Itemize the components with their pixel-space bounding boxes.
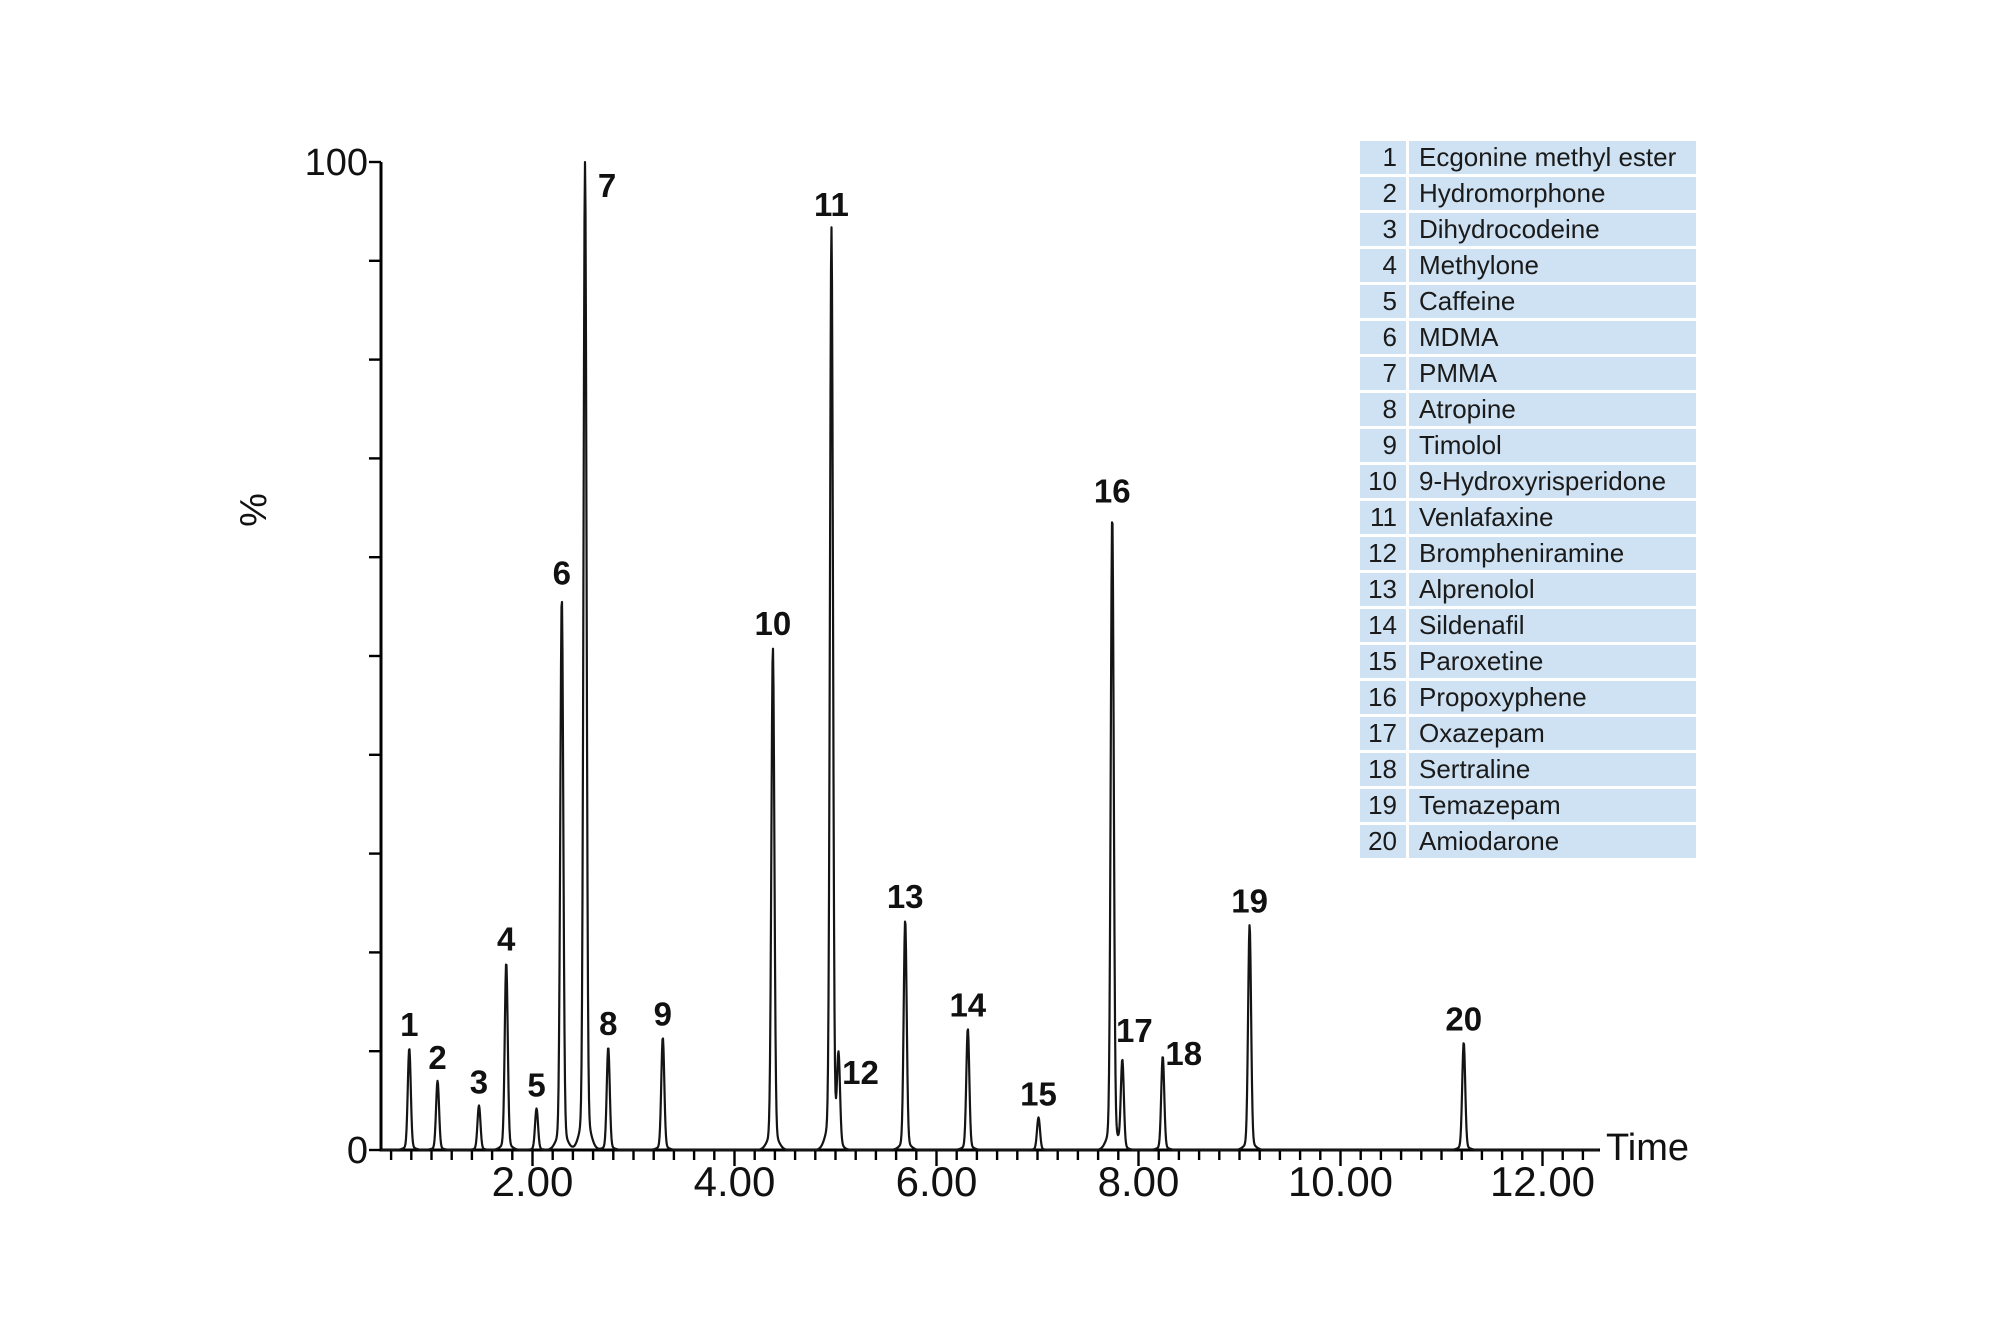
y-tick-label-100: 100	[305, 142, 368, 184]
legend-row: 6 MDMA	[1360, 321, 1696, 354]
legend-row: 20 Amiodarone	[1360, 825, 1696, 858]
legend-row-number: 11	[1360, 501, 1406, 534]
peak-label-4: 4	[497, 920, 516, 957]
legend-row: 12 Brompheniramine	[1360, 537, 1696, 570]
legend-row: 8 Atropine	[1360, 393, 1696, 426]
legend-row-number: 5	[1360, 285, 1406, 318]
peak-label-20: 20	[1445, 1000, 1482, 1037]
legend-row-compound-name: Timolol	[1409, 429, 1696, 462]
legend-row-compound-name: Dihydrocodeine	[1409, 213, 1696, 246]
x-tick-label: 4.00	[694, 1158, 776, 1205]
legend-row-number: 2	[1360, 177, 1406, 210]
legend-row-compound-name: PMMA	[1409, 357, 1696, 390]
y-axis	[369, 160, 383, 1152]
legend-row-number: 4	[1360, 249, 1406, 282]
chromatogram-trace	[380, 161, 1600, 1152]
legend-row: 16 Propoxyphene	[1360, 681, 1696, 714]
legend-row: 17 Oxazepam	[1360, 717, 1696, 750]
legend-row: 5 Caffeine	[1360, 285, 1696, 318]
peak-label-18: 18	[1165, 1035, 1202, 1072]
compound-legend-table: 1 Ecgonine methyl ester 2 Hydromorphone 3 Dih…	[1360, 141, 1696, 861]
peak-label-10: 10	[755, 605, 792, 642]
legend-row-number: 17	[1360, 717, 1406, 750]
x-axis: 2.00 4.00 6.00 8.00 10.00 12.00	[381, 1148, 1600, 1205]
peak-label-1: 1	[400, 1006, 418, 1043]
legend-row-compound-name: Sildenafil	[1409, 609, 1696, 642]
legend-row-number: 6	[1360, 321, 1406, 354]
y-tick-label-0: 0	[347, 1130, 368, 1172]
peak-label-2: 2	[428, 1039, 446, 1076]
legend-row-number: 18	[1360, 753, 1406, 786]
legend-row-compound-name: Hydromorphone	[1409, 177, 1696, 210]
legend-row-compound-name: MDMA	[1409, 321, 1696, 354]
legend-row-number: 15	[1360, 645, 1406, 678]
legend-row-compound-name: Paroxetine	[1409, 645, 1696, 678]
peak-label-8: 8	[599, 1005, 617, 1042]
x-tick-label: 10.00	[1288, 1158, 1393, 1205]
legend-row-number: 19	[1360, 789, 1406, 822]
legend-row-number: 7	[1360, 357, 1406, 390]
legend-row: 11 Venlafaxine	[1360, 501, 1696, 534]
peak-label-16: 16	[1094, 473, 1131, 510]
y-axis-title: %	[233, 493, 275, 527]
x-tick-label: 2.00	[492, 1158, 574, 1205]
peak-label-15: 15	[1020, 1075, 1057, 1112]
legend-row-compound-name: Atropine	[1409, 393, 1696, 426]
legend-row-compound-name: Alprenolol	[1409, 573, 1696, 606]
peak-label-7: 7	[598, 167, 616, 204]
legend-row: 2 Hydromorphone	[1360, 177, 1696, 210]
legend-row-compound-name: Oxazepam	[1409, 717, 1696, 750]
legend-row-compound-name: Ecgonine methyl ester	[1409, 141, 1696, 174]
peak-label-9: 9	[654, 995, 672, 1032]
legend-row: 18 Sertraline	[1360, 753, 1696, 786]
legend-row-number: 12	[1360, 537, 1406, 570]
legend-row: 7 PMMA	[1360, 357, 1696, 390]
legend-row-number: 14	[1360, 609, 1406, 642]
peak-label-11: 11	[814, 186, 849, 223]
legend-row: 3 Dihydrocodeine	[1360, 213, 1696, 246]
legend-row-compound-name: Brompheniramine	[1409, 537, 1696, 570]
peak-label-12: 12	[842, 1054, 879, 1091]
legend-row: 14 Sildenafil	[1360, 609, 1696, 642]
peak-label-5: 5	[527, 1067, 545, 1104]
x-axis-title: Time	[1606, 1127, 1689, 1169]
legend-row-number: 13	[1360, 573, 1406, 606]
legend-row-compound-name: Sertraline	[1409, 753, 1696, 786]
peak-label-17: 17	[1116, 1012, 1153, 1049]
legend-row: 19 Temazepam	[1360, 789, 1696, 822]
peak-label-19: 19	[1231, 883, 1268, 920]
legend-row-number: 1	[1360, 141, 1406, 174]
legend-row-compound-name: Temazepam	[1409, 789, 1696, 822]
legend-row-number: 8	[1360, 393, 1406, 426]
legend-row: 9 Timolol	[1360, 429, 1696, 462]
legend-row-number: 9	[1360, 429, 1406, 462]
peak-label-3: 3	[470, 1064, 488, 1101]
legend-row-number: 20	[1360, 825, 1406, 858]
legend-row-compound-name: Caffeine	[1409, 285, 1696, 318]
legend-row-number: 3	[1360, 213, 1406, 246]
x-tick-label: 12.00	[1490, 1158, 1595, 1205]
legend-row: 4 Methylone	[1360, 249, 1696, 282]
legend-row-compound-name: Venlafaxine	[1409, 501, 1696, 534]
legend-row: 13 Alprenolol	[1360, 573, 1696, 606]
legend-row: 1 Ecgonine methyl ester	[1360, 141, 1696, 174]
legend-row: 15 Paroxetine	[1360, 645, 1696, 678]
legend-row-compound-name: 9-Hydroxyrisperidone	[1409, 465, 1696, 498]
peak-label-6: 6	[553, 555, 571, 592]
legend-row-number: 16	[1360, 681, 1406, 714]
legend-row-compound-name: Propoxyphene	[1409, 681, 1696, 714]
peak-label-14: 14	[949, 986, 986, 1023]
x-tick-label: 6.00	[896, 1158, 978, 1205]
peak-label-13: 13	[887, 878, 924, 915]
legend-row: 10 9-Hydroxyrisperidone	[1360, 465, 1696, 498]
legend-row-number: 10	[1360, 465, 1406, 498]
legend-row-compound-name: Amiodarone	[1409, 825, 1696, 858]
legend-row-compound-name: Methylone	[1409, 249, 1696, 282]
x-tick-label: 8.00	[1098, 1158, 1180, 1205]
